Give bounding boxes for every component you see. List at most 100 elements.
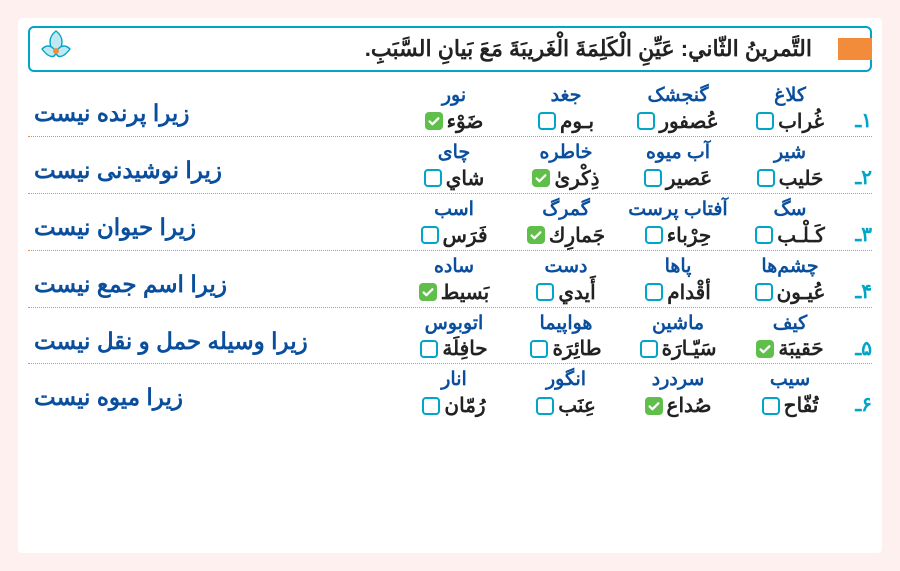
arabic-line: صُداع xyxy=(645,393,712,418)
word-option[interactable]: هواپیماطائِرَة xyxy=(510,314,622,362)
arabic-line: جَمارِك xyxy=(527,223,605,248)
checkbox-empty-icon[interactable] xyxy=(420,340,438,358)
word-option[interactable]: اناررُمّان xyxy=(398,370,510,418)
exercise-row: ۵ـکیفحَقيبَةماشینسَيّـارَةهواپیماطائِرَة… xyxy=(28,314,872,365)
word-option[interactable]: پاهاأقْدام xyxy=(622,257,734,305)
arabic-line: طائِرَة xyxy=(530,336,601,361)
persian-label: کیف xyxy=(773,314,807,335)
checkbox-empty-icon[interactable] xyxy=(538,112,556,130)
persian-label: آفتاب پرست xyxy=(628,200,727,221)
word-option[interactable]: آب میوهعَصیر xyxy=(622,143,734,191)
persian-label: ماشین xyxy=(652,314,704,335)
checkbox-empty-icon[interactable] xyxy=(637,112,655,130)
arabic-label: أَيدي xyxy=(558,280,595,305)
exercise-row: ۴ـچشم‌هاعُيـونپاهاأقْدامدستأَيديسادهبَسي… xyxy=(28,257,872,308)
row-number: ۳ـ xyxy=(846,200,872,247)
persian-label: انار xyxy=(441,370,467,391)
checkbox-empty-icon[interactable] xyxy=(424,169,442,187)
checkbox-checked-icon[interactable] xyxy=(419,283,437,301)
word-option[interactable]: شیرحَلیب xyxy=(734,143,846,191)
word-option[interactable]: اسبفَرَس xyxy=(398,200,510,248)
persian-label: دست xyxy=(544,257,587,278)
arabic-label: سَيّـارَة xyxy=(662,336,717,361)
reason-text: زیرا حیوان نیست xyxy=(28,200,398,241)
checkbox-empty-icon[interactable] xyxy=(757,169,775,187)
arabic-label: عَصیر xyxy=(666,166,712,191)
word-option[interactable]: انگورعِنَب xyxy=(510,370,622,418)
word-option[interactable]: کلاغغُراب xyxy=(734,86,846,134)
persian-label: سگ xyxy=(774,200,807,221)
arabic-label: عُيـون xyxy=(777,280,826,305)
arabic-label: عُصفور xyxy=(659,109,718,134)
checkbox-empty-icon[interactable] xyxy=(644,169,662,187)
arabic-label: كَـلْـب xyxy=(777,223,825,248)
persian-label: انگور xyxy=(546,370,586,391)
word-option[interactable]: جغدبـوم xyxy=(510,86,622,134)
checkbox-empty-icon[interactable] xyxy=(762,397,780,415)
word-option[interactable]: گمرگجَمارِك xyxy=(510,200,622,248)
exercise-title: التَّمرينُ الثّاني: عَيِّنِ الْكَلِمَةَ … xyxy=(365,36,812,62)
word-option[interactable]: ماشینسَيّـارَة xyxy=(622,314,734,362)
word-option[interactable]: آفتاب پرستحِرْباء xyxy=(622,200,734,248)
arabic-line: ذِكْرىٰ xyxy=(532,166,599,191)
arabic-label: بـوم xyxy=(560,109,594,134)
persian-label: اتوبوس xyxy=(425,314,484,335)
checkbox-checked-icon[interactable] xyxy=(425,112,443,130)
arabic-label: عِنَب xyxy=(558,393,596,418)
arabic-line: عُصفور xyxy=(637,109,718,134)
checkbox-empty-icon[interactable] xyxy=(756,112,774,130)
word-option[interactable]: نورضَوْء xyxy=(398,86,510,134)
word-option[interactable]: اتوبوسحافِلَة xyxy=(398,314,510,362)
arabic-label: حَلیب xyxy=(779,166,824,191)
word-option[interactable]: چایشاي xyxy=(398,143,510,191)
arabic-line: فَرَس xyxy=(421,223,488,248)
arabic-label: بَسيط xyxy=(441,280,489,305)
arabic-line: حَقيبَة xyxy=(756,336,823,361)
checkbox-empty-icon[interactable] xyxy=(536,283,554,301)
checkbox-checked-icon[interactable] xyxy=(645,397,663,415)
checkbox-empty-icon[interactable] xyxy=(530,340,548,358)
checkbox-empty-icon[interactable] xyxy=(645,283,663,301)
word-option[interactable]: سادهبَسيط xyxy=(398,257,510,305)
reason-label: زیرا میوه نیست xyxy=(34,384,183,410)
checkbox-empty-icon[interactable] xyxy=(422,397,440,415)
checkbox-empty-icon[interactable] xyxy=(755,283,773,301)
persian-label: گنجشک xyxy=(648,86,709,107)
checkbox-empty-icon[interactable] xyxy=(536,397,554,415)
arabic-label: فَرَس xyxy=(443,223,488,248)
title-bar: التَّمرينُ الثّاني: عَيِّنِ الْكَلِمَةَ … xyxy=(28,26,872,72)
reason-text: زیرا میوه نیست xyxy=(28,370,398,411)
checkbox-checked-icon[interactable] xyxy=(532,169,550,187)
row-number: ۲ـ xyxy=(846,143,872,190)
persian-label: هواپیما xyxy=(540,314,593,335)
checkbox-empty-icon[interactable] xyxy=(640,340,658,358)
word-option[interactable]: کیفحَقيبَة xyxy=(734,314,846,362)
arabic-label: جَمارِك xyxy=(549,223,605,248)
arabic-label: ضَوْء xyxy=(447,109,484,134)
word-option[interactable]: خاطرهذِكْرىٰ xyxy=(510,143,622,191)
checkbox-empty-icon[interactable] xyxy=(421,226,439,244)
checkbox-empty-icon[interactable] xyxy=(645,226,663,244)
word-option[interactable]: سیبتُفّاح xyxy=(734,370,846,418)
title-accent xyxy=(838,38,872,60)
word-option[interactable]: چشم‌هاعُيـون xyxy=(734,257,846,305)
reason-label: زیرا نوشیدنی نیست xyxy=(34,157,222,183)
arabic-line: عِنَب xyxy=(536,393,596,418)
persian-label: گمرگ xyxy=(542,200,590,221)
row-number: ۱ـ xyxy=(846,86,872,133)
word-option[interactable]: سردردصُداع xyxy=(622,370,734,418)
ornament-icon xyxy=(34,27,78,71)
word-option[interactable]: دستأَيدي xyxy=(510,257,622,305)
checkbox-checked-icon[interactable] xyxy=(756,340,774,358)
arabic-line: رُمّان xyxy=(422,393,485,418)
word-option[interactable]: گنجشکعُصفور xyxy=(622,86,734,134)
persian-label: نور xyxy=(442,86,466,107)
row-number: ۵ـ xyxy=(846,314,872,361)
arabic-line: غُراب xyxy=(756,109,824,134)
reason-text: زیرا پرنده نیست xyxy=(28,86,398,127)
checkbox-checked-icon[interactable] xyxy=(527,226,545,244)
checkbox-empty-icon[interactable] xyxy=(755,226,773,244)
persian-label: خاطره xyxy=(539,143,592,164)
persian-label: جغد xyxy=(551,86,582,107)
word-option[interactable]: سگكَـلْـب xyxy=(734,200,846,248)
